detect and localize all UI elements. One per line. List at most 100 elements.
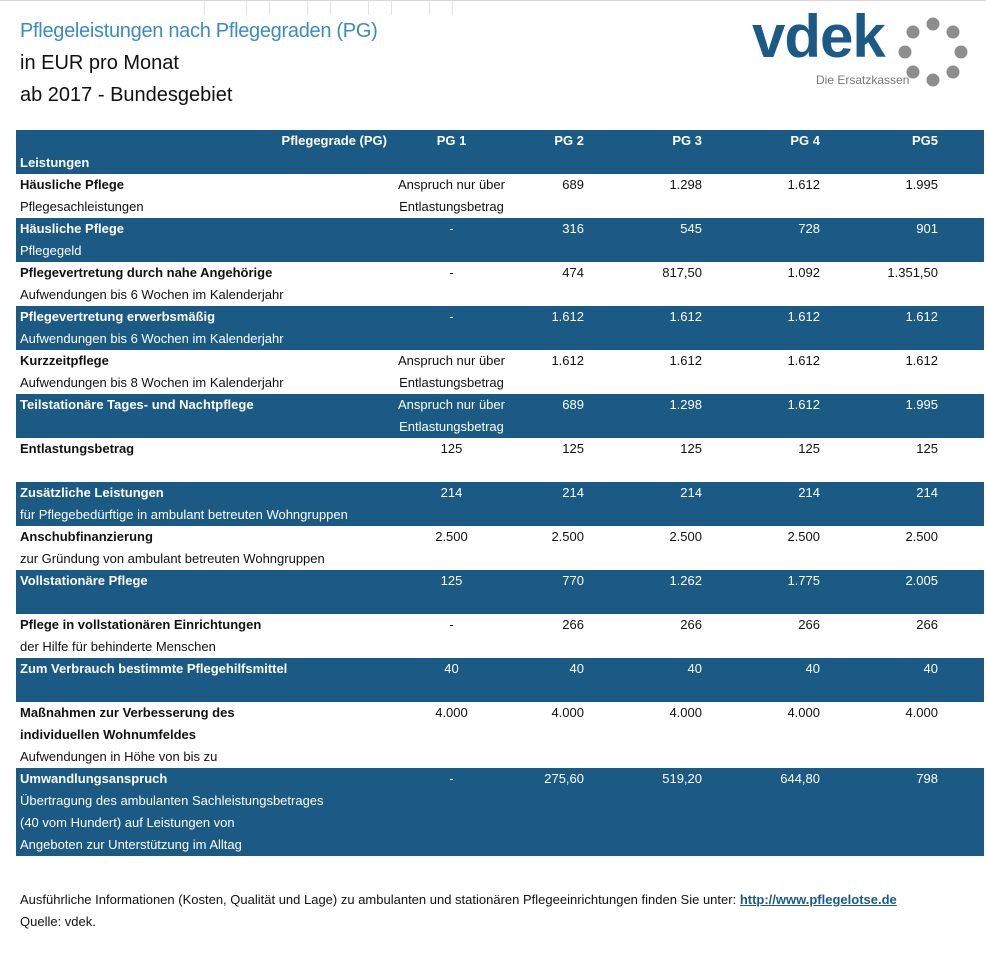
header-pg5: PG5 — [823, 130, 941, 174]
value-pg1: Anspruch nur über Entlastungsbetrag — [389, 394, 514, 438]
logo-dots-icon — [898, 17, 968, 87]
spacer-cell — [941, 482, 984, 526]
logo-wordmark: vdek — [752, 3, 886, 70]
table-row: Kurzzeitpflege Aufwendungen bis 8 Wochen … — [16, 350, 984, 394]
table-row: Vollstationäre Pflege 125 770 1.262 1.775 2.0… — [16, 570, 984, 614]
value-pg3: 1.262 — [587, 570, 705, 614]
value-pg1: Anspruch nur über Entlastungsbetrag — [398, 353, 505, 390]
value-pg5: 2.500 — [905, 529, 938, 544]
value-pg1: - — [389, 768, 514, 856]
value-pg2: 4.000 — [551, 705, 584, 720]
value-pg3: 1.612 — [587, 306, 705, 350]
spacer-cell — [941, 570, 984, 614]
table-row: Häusliche Pflege Pflegesachleistungen Ansp… — [16, 174, 984, 218]
value-pg4: 125 — [798, 441, 820, 456]
table-row: Zusätzliche Leistungen für Pflegebedürfti… — [16, 482, 984, 526]
spacer-cell — [941, 218, 984, 262]
row-subtitle: Aufwendungen bis 6 Wochen im Kalenderjah… — [20, 287, 284, 302]
spacer-cell — [941, 702, 984, 768]
value-pg2: 1.612 — [514, 306, 587, 350]
value-pg1: - — [449, 265, 454, 280]
row-title: Pflegevertretung erwerbsmäßig — [20, 309, 216, 324]
row-label-cell: Pflegevertretung erwerbsmäßig Aufwendunge… — [16, 306, 389, 350]
table-row: Teilstationäre Tages- und Nachtpflege Ans… — [16, 394, 984, 438]
value-pg2: 2.500 — [551, 529, 584, 544]
row-label-cell: Kurzzeitpflege Aufwendungen bis 8 Wochen … — [16, 350, 389, 394]
value-pg1: 125 — [389, 570, 514, 614]
row-label-cell: Zusätzliche Leistungen für Pflegebedürfti… — [16, 482, 389, 526]
value-pg4: 1.612 — [787, 353, 820, 368]
value-pg1: 2.500 — [435, 529, 468, 544]
header-pg2: PG 2 — [514, 130, 587, 174]
value-pg2: 474 — [562, 265, 584, 280]
table-row: Entlastungsbetrag 125 125 125 125 125 — [16, 438, 984, 482]
value-pg3: 2.500 — [669, 529, 702, 544]
value-pg5: 266 — [916, 617, 938, 632]
value-pg2: 770 — [514, 570, 587, 614]
value-pg5: 901 — [823, 218, 941, 262]
value-pg4: 728 — [705, 218, 823, 262]
value-pg4: 644,80 — [705, 768, 823, 856]
row-subtitle: Übertragung des ambulanten Sachleistungs… — [20, 793, 324, 808]
header-pg4: PG 4 — [705, 130, 823, 174]
row-label-cell: Umwandlungsanspruch Übertragung des ambul… — [16, 768, 389, 856]
row-label-cell: Pflege in vollstationären Einrichtungen d… — [16, 614, 389, 658]
footer-note: Ausführliche Informationen (Kosten, Qual… — [20, 892, 897, 907]
pflegelotse-link[interactable]: http://www.pflegelotse.de — [739, 892, 897, 907]
table-row: Umwandlungsanspruch Übertragung des ambul… — [16, 768, 984, 856]
header-row-label: Leistungen — [20, 155, 90, 170]
value-pg3: 4.000 — [669, 705, 702, 720]
value-pg5: 1.612 — [905, 353, 938, 368]
row-label-cell: Vollstationäre Pflege — [16, 570, 389, 614]
value-pg1: Anspruch nur über Entlastungsbetrag — [398, 177, 505, 214]
value-pg5: 125 — [916, 441, 938, 456]
value-pg2: 689 — [562, 177, 584, 192]
row-title: Pflege in vollstationären Einrichtungen — [20, 617, 262, 632]
row-label-cell: Teilstationäre Tages- und Nachtpflege — [16, 394, 389, 438]
row-label-cell: Maßnahmen zur Verbesserung des individue… — [16, 702, 389, 768]
spacer-cell — [941, 438, 984, 482]
row-title: Vollstationäre Pflege — [20, 573, 148, 588]
value-pg2: 125 — [562, 441, 584, 456]
row-title: Entlastungsbetrag — [20, 441, 135, 456]
benefits-table: Pflegegrade (PG) Leistungen PG 1 PG 2 PG… — [16, 130, 984, 856]
vdek-logo: vdek Die Ersatzkassen — [752, 3, 972, 92]
value-pg3: 817,50 — [662, 265, 702, 280]
value-pg3: 1.298 — [587, 394, 705, 438]
row-title: Kurzzeitpflege — [20, 353, 109, 368]
header-pg1: PG 1 — [389, 130, 514, 174]
value-pg1: - — [389, 218, 514, 262]
source-note: Quelle: vdek. — [20, 914, 96, 929]
table-row: Pflegevertretung erwerbsmäßig Aufwendunge… — [16, 306, 984, 350]
value-pg4: 266 — [798, 617, 820, 632]
row-subtitle: der Hilfe für behinderte Menschen — [20, 639, 216, 654]
value-pg5: 1.612 — [823, 306, 941, 350]
header-pg3: PG 3 — [587, 130, 705, 174]
value-pg4: 1.775 — [705, 570, 823, 614]
value-pg5: 1.351,50 — [887, 265, 938, 280]
value-pg2: 275,60 — [514, 768, 587, 856]
row-title: Zusätzliche Leistungen — [20, 485, 164, 500]
value-pg2: 214 — [514, 482, 587, 526]
row-subtitle: Aufwendungen in Höhe von bis zu — [20, 749, 218, 764]
row-title: Häusliche Pflege — [20, 221, 125, 236]
footer-text: Ausführliche Informationen (Kosten, Qual… — [20, 892, 740, 907]
value-pg2: 689 — [514, 394, 587, 438]
table-header: Pflegegrade (PG) Leistungen PG 1 PG 2 PG… — [16, 130, 984, 174]
value-pg3: 1.612 — [669, 353, 702, 368]
value-pg5: 1.995 — [823, 394, 941, 438]
value-pg5: 1.995 — [905, 177, 938, 192]
table-row: Pflege in vollstationären Einrichtungen d… — [16, 614, 984, 658]
row-label-cell: Zum Verbrauch bestimmte Pflegehilfsmitte… — [16, 658, 389, 702]
value-pg2: 40 — [514, 658, 587, 702]
value-pg2: 266 — [562, 617, 584, 632]
value-pg4: 1.612 — [787, 177, 820, 192]
row-subtitle: zur Gründung von ambulant betreuten Wohn… — [20, 551, 325, 566]
spacer-cell — [941, 614, 984, 658]
spacer-cell — [941, 350, 984, 394]
row-title: Umwandlungsanspruch — [20, 771, 168, 786]
spacer-cell — [941, 768, 984, 856]
value-pg1: 40 — [389, 658, 514, 702]
row-label-cell: Pflegevertretung durch nahe Angehörige Au… — [16, 262, 389, 306]
spacer-cell — [941, 658, 984, 702]
